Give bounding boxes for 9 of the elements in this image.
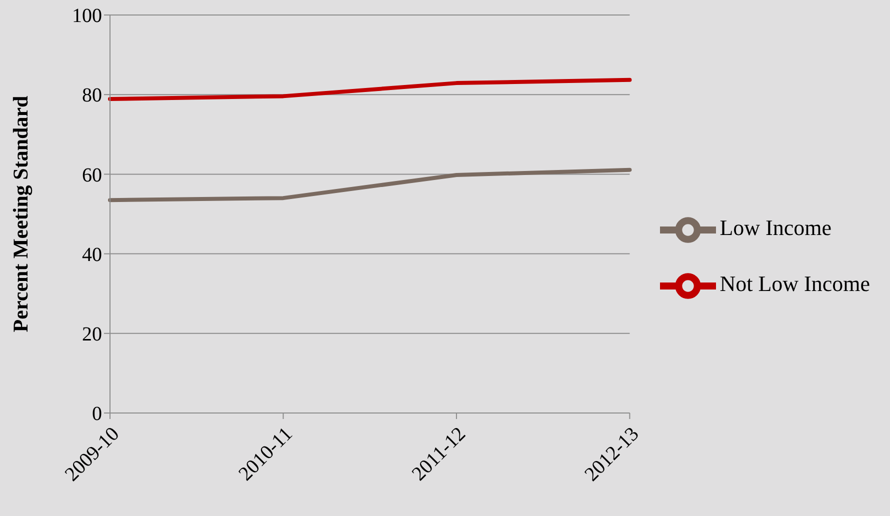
legend-label: Low Income: [720, 215, 832, 240]
y-tick-label: 40: [82, 244, 102, 266]
y-tick-label: 0: [92, 403, 102, 426]
legend-label: Not Low Income: [720, 271, 870, 296]
y-tick-label: 20: [82, 324, 102, 346]
y-tick-label: 100: [72, 5, 102, 28]
y-axis-title: Percent Meeting Standard: [8, 95, 32, 332]
y-tick-label: 60: [82, 164, 102, 186]
y-tick-label: 80: [82, 84, 102, 107]
